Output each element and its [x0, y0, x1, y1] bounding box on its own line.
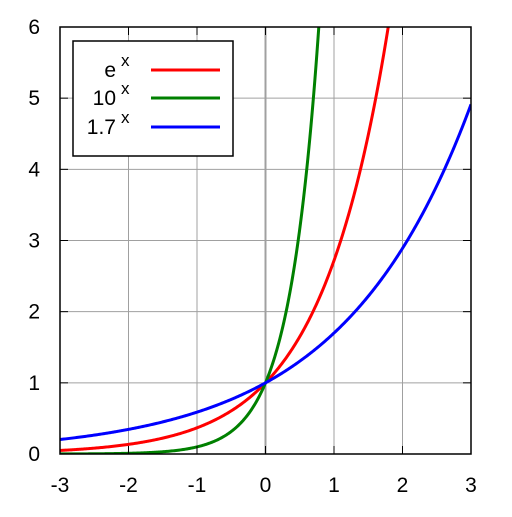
y-tick-label: 5	[28, 87, 40, 110]
x-tick-label: -2	[119, 474, 138, 497]
y-tick-label: 3	[28, 230, 40, 253]
y-tick-label: 2	[28, 301, 40, 324]
x-tick-label: 2	[397, 474, 409, 497]
legend-label: e	[104, 59, 116, 82]
y-tick-label: 0	[28, 443, 40, 466]
legend-label: 1.7	[87, 116, 116, 139]
legend-label: 10	[93, 87, 116, 110]
legend-label-superscript: x	[121, 79, 130, 98]
legend: e x10 x1.7 x	[72, 40, 234, 157]
x-tick-label: 3	[465, 474, 477, 497]
y-tick-label: 6	[28, 16, 40, 39]
y-tick-label: 1	[28, 372, 40, 395]
series-line-1-7	[60, 103, 471, 442]
legend-label-superscript: x	[121, 108, 130, 127]
tick-labels: -3 -2 -1 0 1 2 3 0 1 2 3 4 5 6	[28, 16, 477, 497]
x-tick-label: -1	[188, 474, 207, 497]
x-tick-label: 0	[260, 474, 272, 497]
x-tick-label: 1	[328, 474, 340, 497]
plot-frame	[59, 26, 472, 455]
series-line-e	[60, 27, 390, 452]
y-tick-label: 4	[28, 158, 40, 181]
legend-label-superscript: x	[121, 51, 130, 70]
x-tick-label: -3	[51, 474, 70, 497]
